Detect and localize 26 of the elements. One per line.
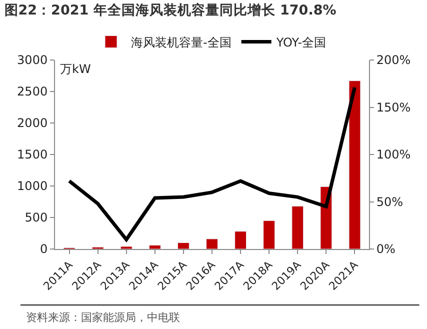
y2-tick-label: 50% [376,194,404,209]
chart-title: 图22：2021 年全国海风装机容量同比增长 170.8% [4,1,337,18]
bar [178,242,190,249]
bar [348,80,361,249]
y-tick-label: 3000 [17,53,48,68]
y-tick-label: 1500 [17,148,48,162]
legend-label: 海风装机容量-全国 [131,35,232,50]
y2-tick-label: 150% [376,100,411,114]
bar [263,220,276,249]
legend-label: YOY-全国 [275,35,326,50]
y2-tick-label: 200% [376,53,411,68]
y2-tick-label: 0% [376,242,396,256]
y2-tick-label: 100% [376,148,411,162]
bar [234,231,246,249]
line-series [68,86,356,242]
y-tick-label: 1000 [17,179,48,194]
y-tick-label: 500 [24,210,48,225]
y-tick-label: 2500 [17,84,48,99]
y-axis-title: 万kW [60,62,91,76]
bar [120,246,132,249]
text: 资料来源：国家能源局，中电联 [26,311,180,324]
y-tick-label: 0 [40,242,48,256]
bar [206,238,218,249]
y-tick-label: 2000 [17,116,48,130]
bar [292,206,304,249]
bar [148,244,161,249]
